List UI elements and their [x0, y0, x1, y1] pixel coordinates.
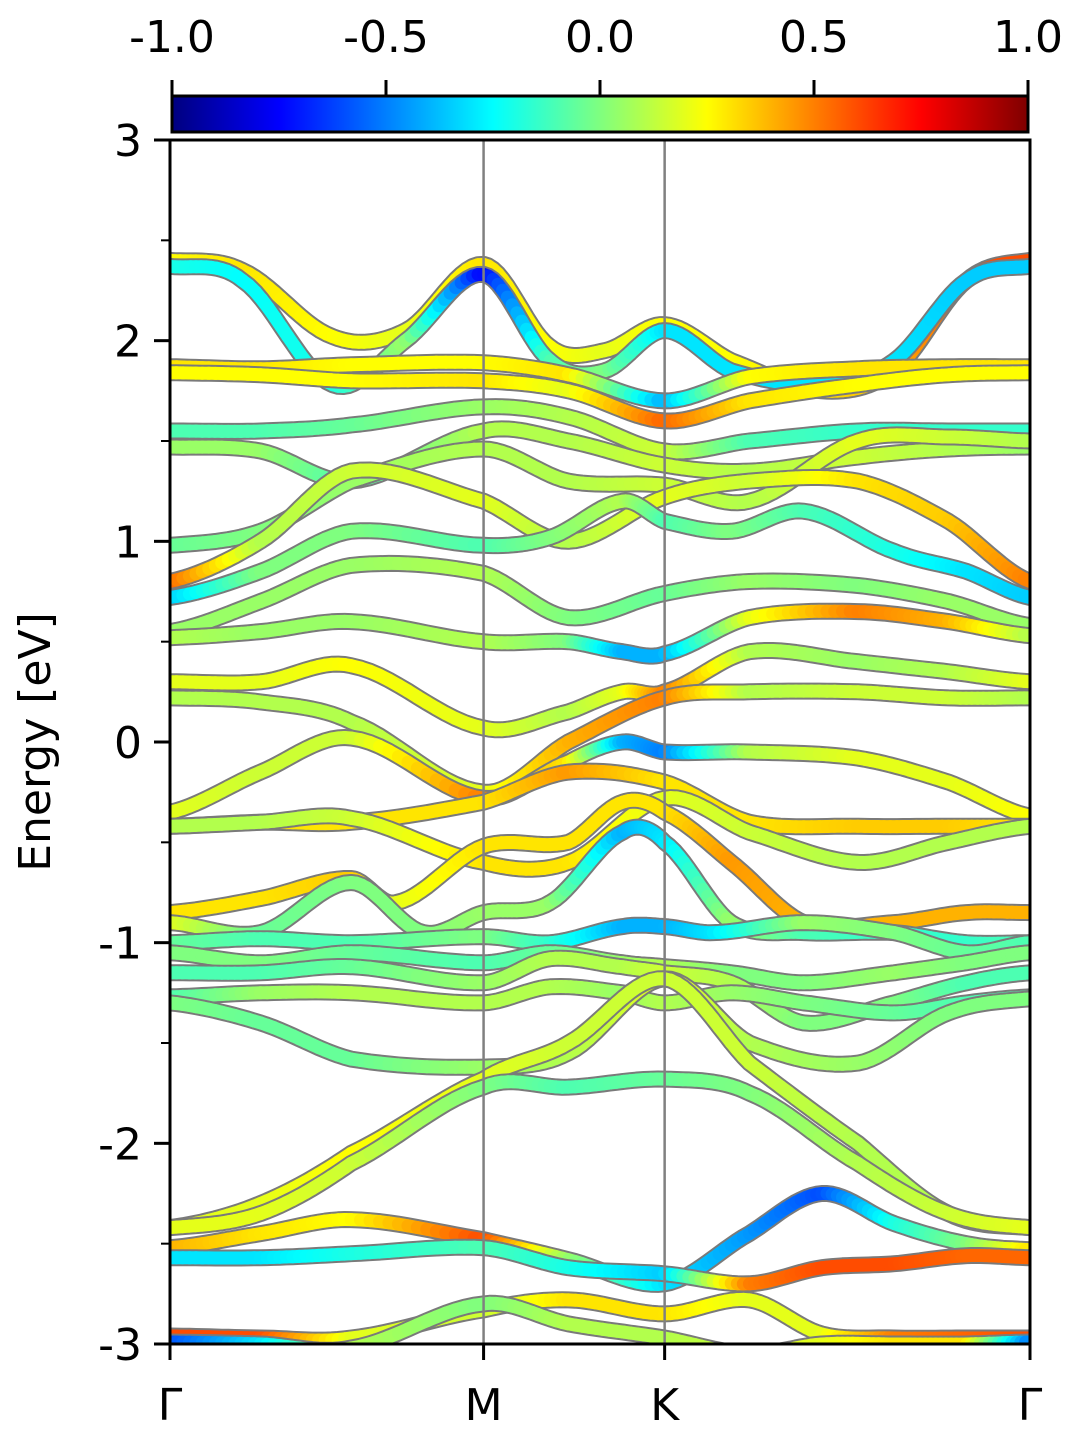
band-line-segment — [287, 1340, 305, 1344]
band-line — [170, 420, 1030, 490]
band-line-segment — [786, 1341, 802, 1344]
x-tick-label: Γ — [158, 1380, 183, 1431]
band-line — [170, 642, 1030, 739]
colorbar-tick-label: -0.5 — [343, 12, 429, 63]
band-line-segment — [701, 1341, 718, 1344]
high-symmetry-lines — [482, 140, 666, 1344]
colorbar-gradient — [172, 96, 1028, 132]
band-line-segment — [280, 1339, 299, 1344]
band-line — [170, 364, 1030, 430]
colorbar: -1.0 -0.5 0.0 0.5 1.0 — [129, 12, 1063, 134]
band-line — [170, 1070, 1030, 1237]
band-line — [170, 492, 1030, 606]
y-tick-label: 1 — [114, 517, 142, 568]
band-line-segment — [301, 1342, 316, 1344]
band-line-segment — [760, 1353, 765, 1354]
band-lines — [170, 251, 1030, 1354]
band-line-segment — [725, 1351, 731, 1352]
band-line-segment — [335, 1342, 349, 1344]
band-line-segment — [694, 1339, 713, 1344]
y-tick-label: 0 — [114, 718, 142, 769]
colorbar-tick-label: 0.5 — [779, 12, 849, 63]
y-tick-label: -1 — [98, 919, 142, 970]
band-line — [170, 554, 1030, 641]
colorbar-ticks: -1.0 -0.5 0.0 0.5 1.0 — [129, 12, 1063, 96]
band-line-segment — [765, 1353, 770, 1354]
band-line — [170, 1238, 1030, 1293]
band-line — [170, 978, 1030, 1022]
band-line-segment — [775, 1351, 780, 1352]
band-line — [170, 602, 1030, 665]
y-tick-label: 3 — [114, 116, 142, 167]
band-line-segment — [708, 1342, 722, 1344]
plot-area: 3 2 1 0 -1 -2 -3 Γ M K Γ — [98, 116, 1043, 1431]
y-tick-label: -2 — [98, 1119, 142, 1170]
band-line-segment — [294, 1341, 311, 1344]
band-line — [170, 729, 1030, 825]
band-line-segment — [346, 1339, 367, 1344]
band-line — [170, 914, 1030, 962]
y-tick-label: 2 — [114, 317, 142, 368]
x-tick-label: M — [465, 1380, 503, 1431]
band-line-segment — [790, 1340, 807, 1344]
y-axis-label: Energy [eV] — [10, 612, 61, 872]
band-line-segment — [770, 1352, 775, 1353]
band-line-segment — [340, 1341, 357, 1344]
y-tick-label: -3 — [98, 1320, 142, 1371]
colorbar-tick-label: -1.0 — [129, 12, 215, 63]
band-line-segment — [782, 1343, 788, 1344]
band-line-segment — [309, 1343, 321, 1344]
band-line-segment — [273, 1339, 293, 1344]
colorbar-tick-label: 0.0 — [565, 12, 635, 63]
band-line-outline — [170, 1070, 1030, 1237]
band-line-segment — [783, 1342, 795, 1344]
y-axis-ticks: 3 2 1 0 -1 -2 -3 — [98, 116, 170, 1371]
band-line-segment — [716, 1343, 722, 1344]
colorbar-tick-label: 1.0 — [993, 12, 1063, 63]
x-tick-label: K — [650, 1380, 680, 1431]
band-line — [170, 682, 1030, 801]
band-line-segment — [731, 1352, 737, 1353]
band-line-segment — [795, 1339, 813, 1344]
x-tick-label: Γ — [1018, 1380, 1043, 1431]
band-line-segment — [737, 1353, 743, 1354]
